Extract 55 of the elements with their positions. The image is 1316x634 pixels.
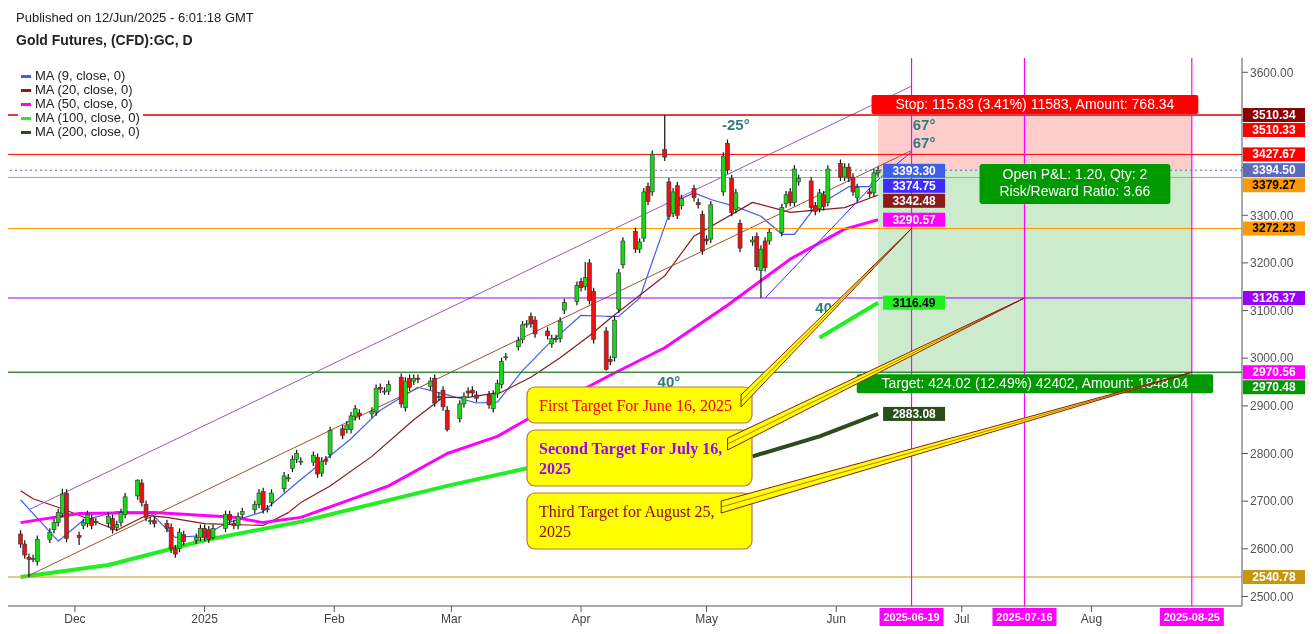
y-tick-label: 3000.00 [1250, 351, 1294, 366]
x-tick-label: Apr [571, 611, 591, 626]
chart-subtitle: Published on 12/Jun/2025 - 6:01:18 GMT [16, 10, 254, 25]
y-tick-label: 2500.00 [1250, 589, 1294, 604]
legend-label: MA (50, close, 0) [35, 96, 133, 111]
x-tick-label: May [695, 611, 718, 626]
annotation: 67° [912, 134, 936, 152]
ref-line-label: 2970.48 [1252, 380, 1297, 395]
data-label: 3290.57 [892, 212, 937, 227]
annotation: 67° [912, 115, 936, 133]
x-tick-label: 2025 [191, 611, 219, 626]
annotation: Second Target For July 16, 2025 [539, 440, 723, 477]
x-tick-label: Dec [64, 611, 86, 626]
annotation: -25° [722, 115, 750, 133]
legend-label: MA (9, close, 0) [35, 68, 126, 83]
annotation: First Target For June 16, 2025 [539, 397, 732, 415]
band-label: Stop: 115.83 (3.41%) 11583, Amount: 768.34 [895, 96, 1175, 113]
ref-line-label: 3394.50 [1252, 163, 1297, 178]
data-label: 3393.30 [892, 163, 937, 178]
legend-label: MA (200, close, 0) [35, 124, 140, 139]
y-tick-label: 2600.00 [1250, 542, 1294, 557]
y-tick-label: 3200.00 [1250, 256, 1294, 271]
annotation: 40° [657, 373, 681, 391]
chart-title: Gold Futures, (CFD):GC, D [16, 32, 193, 48]
ref-line-label: 2025-07-16 [996, 611, 1053, 623]
ref-line-label: 3510.34 [1252, 108, 1297, 123]
legend-label: MA (100, close, 0) [35, 110, 140, 125]
x-tick-label: Feb [323, 611, 345, 626]
ref-line-label: 2970.56 [1252, 365, 1297, 380]
ref-line-label: 3510.33 [1252, 123, 1297, 138]
data-label: 3374.75 [892, 178, 937, 193]
data-label: 3342.48 [892, 193, 937, 208]
ref-line-label: 3379.27 [1252, 178, 1297, 193]
ref-line-label: 2025-08-25 [1163, 611, 1220, 623]
x-tick-label: Jul [954, 611, 970, 626]
data-label: 2883.08 [892, 406, 937, 421]
x-tick-label: Jun [826, 611, 846, 626]
ref-line-label: 2540.78 [1252, 570, 1297, 585]
y-tick-label: 3100.00 [1250, 303, 1294, 318]
legend-label: MA (20, close, 0) [35, 82, 133, 97]
y-tick-label: 3300.00 [1250, 208, 1294, 223]
y-tick-label: 2800.00 [1250, 446, 1294, 461]
ref-line-label: 3427.67 [1252, 147, 1297, 162]
ref-line-label: 3272.23 [1252, 221, 1297, 236]
annotation: Risk/Reward Ratio: 3.66 [999, 183, 1151, 199]
y-tick-label: 2700.00 [1250, 494, 1294, 509]
x-tick-label: Aug [1080, 611, 1103, 626]
y-tick-label: 2900.00 [1250, 399, 1294, 414]
data-label: 3116.49 [892, 295, 936, 310]
x-tick-label: Mar [441, 611, 462, 626]
ref-line-label: 2025-06-19 [883, 611, 940, 623]
annotation: Third Target for August 25, 2025 [539, 503, 715, 540]
y-tick-label: 3600.00 [1250, 65, 1294, 80]
annotation: Open P&L: 1.20, Qty: 2 [1002, 166, 1148, 182]
ref-line-label: 3126.37 [1252, 290, 1297, 305]
